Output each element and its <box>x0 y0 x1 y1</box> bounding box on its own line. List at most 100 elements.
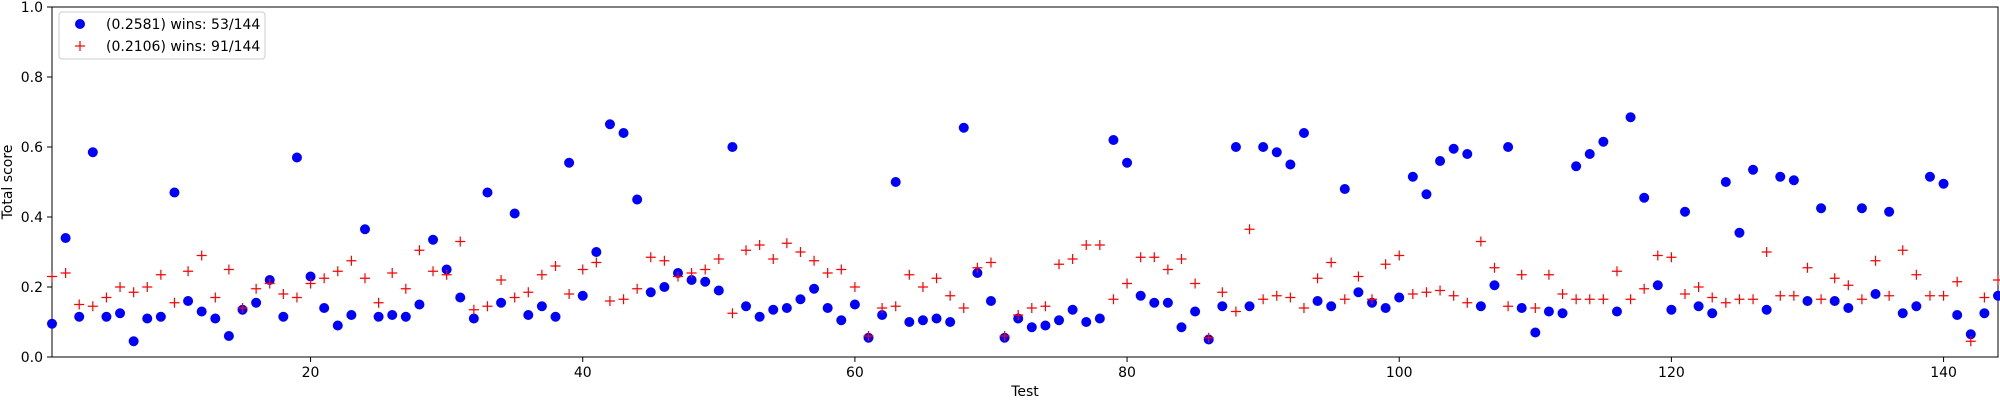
data-point-circle <box>1965 329 1976 340</box>
data-point-plus <box>482 301 493 312</box>
data-point-plus <box>1230 306 1241 317</box>
x-tick-label: 20 <box>302 365 320 381</box>
data-point-plus <box>87 301 98 312</box>
data-point-plus <box>1584 294 1595 305</box>
data-point-plus <box>319 273 330 284</box>
data-point-plus <box>1707 292 1718 303</box>
data-point-circle <box>1054 315 1065 326</box>
data-point-plus <box>1639 283 1650 294</box>
data-point-circle <box>727 142 738 152</box>
data-point-circle <box>1448 143 1459 154</box>
data-point-circle <box>496 297 507 308</box>
data-point-plus <box>496 275 507 285</box>
data-point-circle <box>1176 322 1187 333</box>
y-axis-label: Total score <box>0 145 16 221</box>
data-point-circle <box>1748 164 1759 175</box>
data-point-circle <box>359 224 370 235</box>
data-point-circle <box>822 303 833 313</box>
data-point-circle <box>1829 296 1840 306</box>
data-point-plus <box>1394 250 1405 261</box>
data-point-plus <box>564 289 575 299</box>
data-point-plus <box>196 250 207 261</box>
y-tick-label: 0.6 <box>21 140 43 156</box>
data-point-circle <box>482 187 493 198</box>
data-point-plus <box>291 292 302 303</box>
data-point-plus <box>659 255 670 266</box>
data-point-plus <box>1884 290 1895 301</box>
series-1 <box>47 112 2000 347</box>
legend: (0.2581) wins: 53/144 (0.2106) wins: 91/… <box>58 11 266 60</box>
data-point-plus <box>1271 290 1282 301</box>
data-point-circle <box>1435 156 1446 166</box>
data-point-circle <box>591 247 602 257</box>
data-point-circle <box>128 336 139 347</box>
data-point-plus <box>1108 294 1119 305</box>
data-point-plus <box>822 268 833 278</box>
data-point-plus <box>1122 278 1133 289</box>
data-point-circle <box>985 296 996 306</box>
data-point-plus <box>101 292 112 303</box>
x-tick-label: 140 <box>1930 365 1957 381</box>
data-point-circle <box>1543 306 1554 317</box>
x-tick-label: 80 <box>1118 365 1136 381</box>
data-point-circle <box>754 311 765 322</box>
y-tick-label: 0.0 <box>21 350 43 366</box>
x-tick-label: 100 <box>1386 365 1413 381</box>
data-point-circle <box>305 271 316 282</box>
data-point-plus <box>1421 287 1432 298</box>
data-point-plus <box>455 236 466 247</box>
data-point-circle <box>1598 136 1609 147</box>
data-point-plus <box>1952 276 1963 287</box>
data-point-plus <box>1203 332 1214 343</box>
data-point-plus <box>264 278 275 289</box>
data-point-plus <box>1543 269 1554 280</box>
data-point-circle <box>1503 142 1514 152</box>
data-point-circle <box>1067 304 1078 315</box>
series-2 <box>47 224 2000 347</box>
data-point-plus <box>1462 297 1473 308</box>
data-point-plus <box>223 264 234 275</box>
data-point-circle <box>1516 303 1527 313</box>
data-point-circle <box>1298 128 1309 138</box>
data-point-plus <box>1829 273 1840 284</box>
data-point-plus <box>754 240 765 250</box>
data-point-plus <box>1135 252 1146 263</box>
y-tick-label: 0.4 <box>21 210 43 226</box>
data-point-plus <box>1598 294 1609 305</box>
data-point-plus <box>1244 224 1255 235</box>
data-point-circle <box>972 268 983 278</box>
data-point-circle <box>1380 303 1391 313</box>
data-point-plus <box>1856 294 1867 305</box>
data-point-plus <box>1094 240 1105 250</box>
legend-marker-circle <box>75 19 85 29</box>
data-point-plus <box>1298 303 1309 313</box>
data-point-plus <box>1054 259 1065 270</box>
data-point-circle <box>795 294 806 305</box>
data-point-plus <box>373 297 384 308</box>
data-point-plus <box>1217 287 1228 298</box>
data-point-plus <box>1571 294 1582 305</box>
data-point-circle <box>1190 306 1201 317</box>
y-tick-label: 0.2 <box>21 280 43 296</box>
data-point-circle <box>1149 297 1160 308</box>
data-point-plus <box>999 331 1010 341</box>
data-point-circle <box>1421 189 1432 200</box>
data-point-circle <box>251 297 262 308</box>
data-point-circle <box>1666 304 1677 315</box>
data-point-plus <box>47 271 57 282</box>
data-point-plus <box>1149 252 1160 263</box>
data-point-plus <box>1530 303 1541 313</box>
data-point-plus <box>958 303 969 313</box>
data-point-plus <box>700 264 711 275</box>
data-point-circle <box>1217 301 1228 312</box>
data-point-plus <box>1503 301 1514 312</box>
data-point-circle <box>1571 161 1582 172</box>
data-point-plus <box>1680 289 1691 299</box>
data-point-circle <box>1816 203 1827 214</box>
data-point-circle <box>414 299 425 310</box>
data-point-circle <box>700 276 711 287</box>
data-point-plus <box>1761 247 1772 257</box>
data-point-plus <box>1911 269 1922 280</box>
legend-label-series-1: (0.2581) wins: 53/144 <box>106 17 260 33</box>
data-point-circle <box>536 301 547 312</box>
